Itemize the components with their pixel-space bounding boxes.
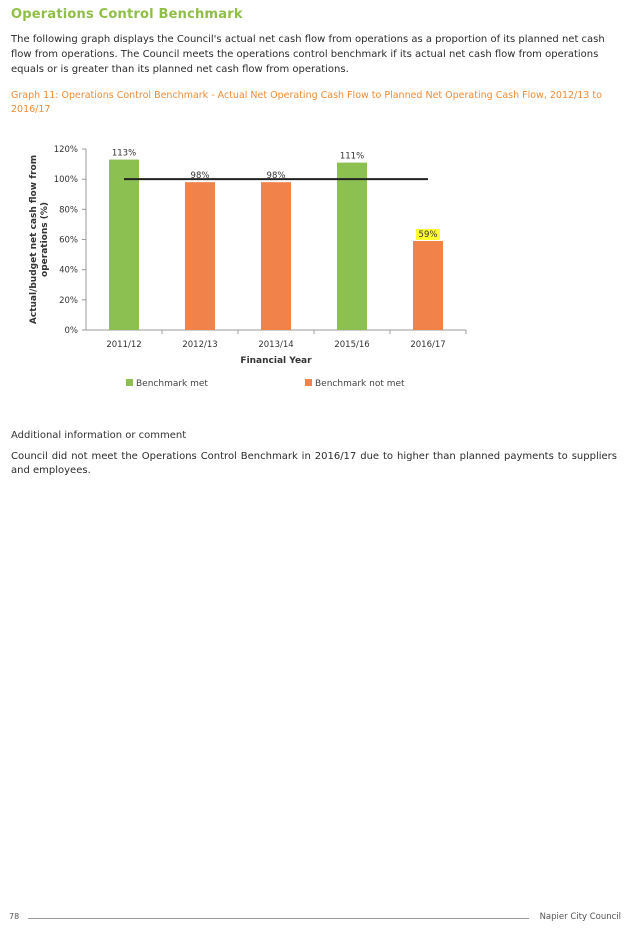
x-tick-label: 2011/12 — [106, 340, 141, 350]
comment-heading: Additional information or comment — [11, 430, 187, 441]
legend-label: Benchmark met — [136, 379, 208, 389]
legend-label: Benchmark not met — [315, 379, 405, 389]
data-label-highlight — [416, 229, 440, 241]
footer-divider — [28, 918, 529, 919]
x-tick-label: 2012/13 — [182, 340, 217, 350]
graph-caption: Graph 11: Operations Control Benchmark -… — [11, 90, 602, 115]
operations-benchmark-chart: 0% 20% 40% 60% 80% 100% 120% Actual/budget net … — [29, 145, 467, 389]
y-tick-label: 120% — [54, 145, 78, 155]
intro-paragraph: The following graph displays the Council… — [11, 34, 605, 75]
legend-swatch — [305, 379, 312, 386]
y-axis-title: Actual/budget net cash flow fromoperatio… — [29, 155, 50, 324]
comment-text: Council did not meet the Operations Cont… — [11, 451, 617, 476]
y-tick-label: 40% — [59, 266, 78, 276]
x-tick-label: 2013/14 — [258, 340, 293, 350]
data-label: 98% — [267, 171, 286, 181]
data-label: 113% — [112, 149, 136, 159]
y-tick-label: 60% — [59, 236, 78, 246]
data-label: 111% — [340, 152, 364, 162]
x-tick-label: 2016/17 — [410, 340, 445, 350]
bar — [413, 241, 443, 330]
footer-organisation: Napier City Council — [539, 912, 621, 922]
y-tick-label: 0% — [65, 326, 79, 336]
page-number: 78 — [9, 912, 20, 921]
y-tick-label: 100% — [54, 175, 78, 185]
data-label: 98% — [191, 171, 210, 181]
y-tick-label: 80% — [59, 205, 78, 215]
x-tick-label: 2015/16 — [334, 340, 369, 350]
bar — [185, 182, 215, 330]
page-title: Operations Control Benchmark — [11, 7, 243, 22]
bar — [109, 159, 139, 330]
y-tick-label: 20% — [59, 296, 78, 306]
data-label: 59% — [419, 230, 438, 240]
bar — [337, 162, 367, 330]
x-axis-title: Financial Year — [240, 356, 312, 366]
bar — [261, 182, 291, 330]
legend-swatch — [126, 379, 133, 386]
